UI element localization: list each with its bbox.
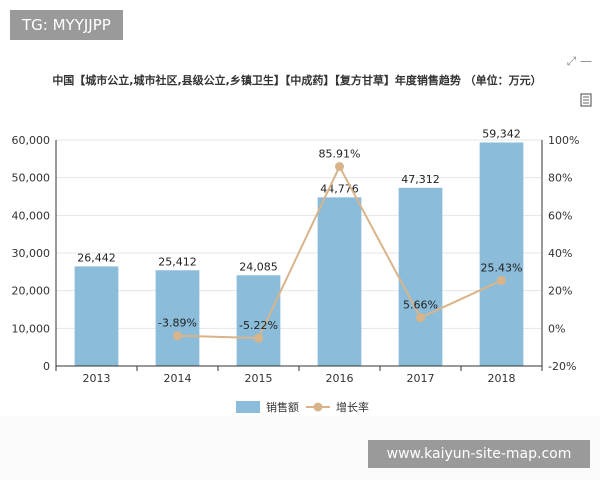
legend-swatch-sales	[236, 401, 260, 413]
y-right-tick-label: 40%	[548, 247, 572, 260]
y-left-tick-label: 50,000	[12, 172, 51, 185]
bar-value-label: 25,412	[158, 255, 197, 268]
y-right-tick-label: 0%	[548, 322, 565, 335]
growth-value-label: -3.89%	[158, 317, 197, 330]
growth-value-label: -5.22%	[239, 319, 278, 332]
bar-value-label: 24,085	[239, 260, 278, 273]
growth-point	[416, 313, 425, 323]
x-tick-label: 2018	[488, 372, 516, 385]
bar	[398, 187, 443, 366]
legend: 销售额 增长率	[236, 400, 369, 414]
y-left-tick-label: 30,000	[12, 247, 51, 260]
watermark: www.kaiyun-site-map.com	[368, 440, 590, 468]
y-right-tick-label: 20%	[548, 285, 572, 298]
x-tick-label: 2013	[83, 372, 111, 385]
bar	[479, 142, 524, 366]
bar-value-label: 59,342	[482, 127, 521, 140]
bar	[317, 197, 362, 366]
bar	[74, 266, 119, 366]
growth-point	[497, 275, 506, 285]
bar-value-label: 26,442	[77, 251, 116, 264]
x-tick-label: 2017	[407, 372, 435, 385]
x-tick-label: 2015	[245, 372, 273, 385]
growth-point	[335, 162, 344, 172]
y-left-tick-label: 40,000	[12, 209, 51, 222]
chart-title: 中国【城市公立,城市社区,县级公立,乡镇卫生】【中成药】【复方甘草】年度销售趋势…	[52, 73, 541, 87]
y-left-tick-label: 0	[43, 360, 50, 373]
x-tick-label: 2016	[326, 372, 354, 385]
tag-label: TG: MYYJJPP	[10, 10, 123, 40]
y-right-tick-label: -20%	[548, 360, 576, 373]
expand-icon[interactable]: ⤢ —	[566, 54, 592, 68]
y-right-tick-label: 80%	[548, 172, 572, 185]
legend-label-sales: 销售额	[266, 400, 299, 414]
growth-value-label: 5.66%	[403, 299, 438, 312]
y-right-tick-label: 100%	[548, 134, 579, 147]
y-left-tick-label: 60,000	[12, 134, 51, 147]
y-left-tick-label: 10,000	[12, 322, 51, 335]
y-left-tick-label: 20,000	[12, 285, 51, 298]
growth-point	[173, 331, 182, 341]
bar-value-label: 47,312	[401, 173, 440, 186]
bar	[236, 275, 281, 366]
axes: 0 -20% 10,000 0% 20,000 20% 30,000 40% 40,000 60%…	[12, 134, 580, 385]
bar	[155, 270, 200, 366]
growth-value-label: 25.43%	[481, 261, 523, 274]
legend-swatch-growth-point	[313, 402, 323, 412]
y-right-tick-label: 60%	[548, 209, 572, 222]
growth-point	[254, 333, 263, 343]
growth-value-label: 85.91%	[319, 148, 361, 161]
line-series: -3.89% -5.22% 85.91% 5.66% 25.43%	[158, 148, 522, 343]
document-icon[interactable]	[580, 92, 592, 111]
x-tick-label: 2014	[164, 372, 192, 385]
legend-label-growth: 增长率	[336, 400, 369, 414]
